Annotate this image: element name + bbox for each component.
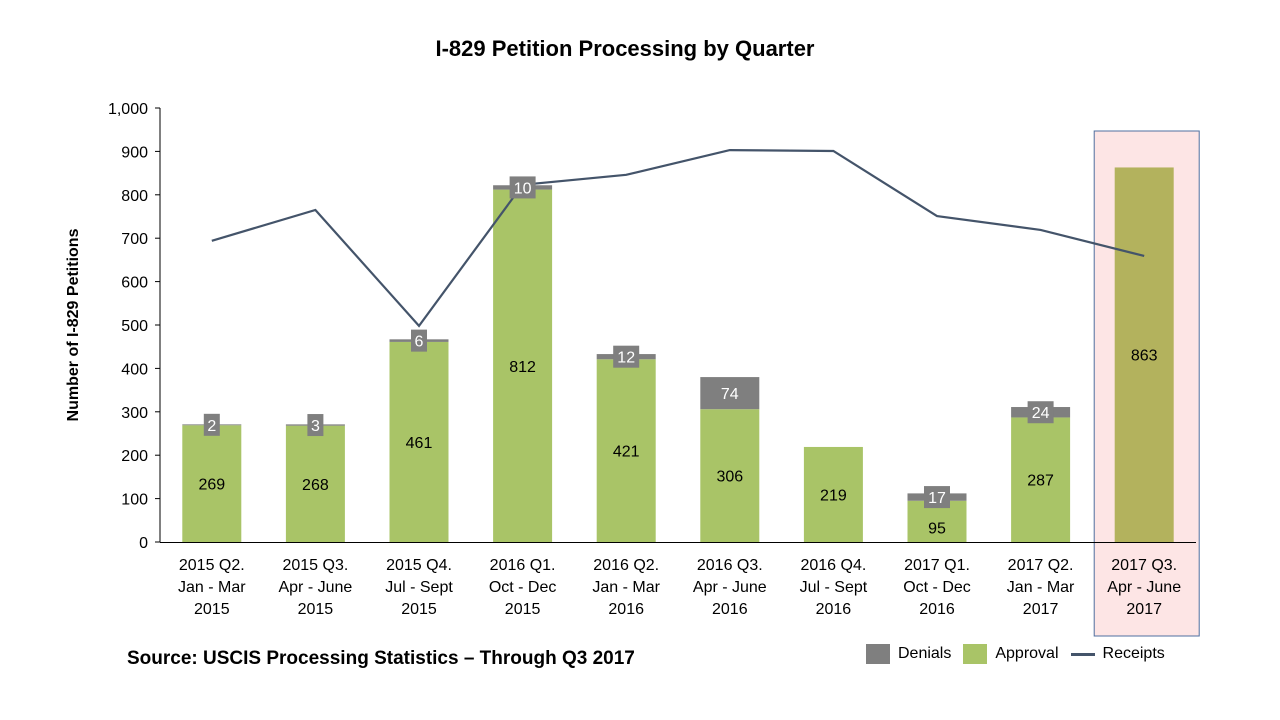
bar-denials: [700, 377, 760, 410]
y-tick-label: 300: [121, 405, 148, 422]
data-label-bg-denials: [411, 329, 427, 352]
x-tick-label: Jan - Mar: [592, 579, 660, 596]
data-label-approval: 269: [198, 477, 225, 494]
bar-approval: [803, 446, 863, 542]
y-tick-label: 200: [121, 448, 148, 465]
x-tick-label: 2017 Q3.: [1111, 557, 1177, 574]
data-label-bg-denials: [1027, 401, 1054, 424]
data-label-approval: 219: [820, 487, 847, 504]
data-label-bg-denials: [613, 345, 640, 368]
legend: Denials Approval Receipts: [866, 644, 1177, 664]
chart-title: I-829 Petition Processing by Quarter: [435, 36, 815, 61]
x-tick-label: Jan - Mar: [1007, 579, 1075, 596]
bar-approval: [700, 409, 760, 542]
data-label-approval: 863: [1131, 348, 1158, 365]
bar-approval: [1011, 417, 1071, 542]
x-tick-label: 2016: [816, 601, 852, 618]
x-tick-label: 2017 Q1.: [904, 557, 970, 574]
x-tick-label: 2015 Q3.: [282, 557, 348, 574]
data-label-denials: 74: [721, 386, 739, 403]
bar-approval: [285, 425, 345, 542]
bar-approval: [182, 425, 242, 542]
legend-line-receipts: [1070, 652, 1095, 656]
data-label-denials: 2: [207, 418, 216, 435]
x-tick-label: Apr - June: [278, 579, 352, 596]
data-label-approval: 306: [716, 469, 743, 486]
data-label-approval: 812: [509, 359, 536, 376]
y-tick-label: 600: [121, 275, 148, 292]
bar-approval: [1114, 167, 1174, 542]
data-label-approval: 268: [302, 477, 329, 494]
y-tick-label: 100: [121, 492, 148, 509]
legend-swatch-denials: [866, 644, 890, 664]
x-tick-label: Jul - Sept: [800, 579, 868, 596]
y-tick-label: 0: [139, 535, 148, 552]
y-tick-label: 900: [121, 144, 148, 161]
x-tick-label: 2015: [505, 601, 541, 618]
x-tick-label: Jul - Sept: [385, 579, 453, 596]
x-tick-label: Oct - Dec: [903, 579, 971, 596]
x-tick-label: 2015: [298, 601, 334, 618]
data-label-approval: 461: [406, 435, 433, 452]
x-tick-label: 2016: [608, 601, 644, 618]
data-label-denials: 10: [514, 180, 532, 197]
bar-approval: [493, 189, 553, 543]
x-tick-label: 2016 Q1.: [490, 557, 556, 574]
y-tick-label: 1,000: [108, 101, 148, 118]
bar-approval: [389, 341, 449, 542]
x-tick-label: 2016 Q3.: [697, 557, 763, 574]
x-tick-label: Oct - Dec: [489, 579, 557, 596]
x-tick-label: 2017: [1023, 601, 1059, 618]
x-tick-label: 2015 Q4.: [386, 557, 452, 574]
data-label-bg-denials: [509, 176, 536, 199]
x-tick-label: 2015 Q2.: [179, 557, 245, 574]
x-tick-label: 2016: [712, 601, 748, 618]
line-receipts: [211, 148, 1145, 328]
bar-approval: [596, 359, 656, 542]
data-label-denials: 6: [415, 334, 424, 351]
source-note: Source: USCIS Processing Statistics – Th…: [127, 648, 635, 669]
legend-item-denials: Denials: [866, 644, 951, 664]
data-label-denials: 12: [617, 350, 635, 367]
data-label-bg-denials: [307, 414, 324, 437]
x-tick-label: Apr - June: [693, 579, 767, 596]
legend-label-receipts: Receipts: [1102, 645, 1165, 662]
y-tick-label: 700: [121, 231, 148, 248]
data-label-denials: 17: [928, 490, 946, 507]
data-label-bg-denials: [203, 413, 220, 436]
data-label-approval: 95: [928, 520, 946, 537]
x-tick-label: 2017: [1126, 601, 1162, 618]
legend-label-approval: Approval: [995, 645, 1059, 662]
legend-label-denials: Denials: [898, 645, 952, 662]
y-axis-title: Number of I-829 Petitions: [65, 228, 82, 421]
legend-item-approval: Approval: [963, 644, 1059, 664]
data-label-denials: 24: [1032, 405, 1050, 422]
y-tick-label: 500: [121, 318, 148, 335]
legend-swatch-approval: [963, 644, 988, 664]
data-label-approval: 287: [1027, 473, 1054, 490]
data-label-approval: 421: [613, 444, 640, 461]
x-tick-label: 2015: [194, 601, 230, 618]
x-tick-label: 2015: [401, 601, 437, 618]
x-tick-label: 2016 Q2.: [593, 557, 659, 574]
data-label-denials: 3: [311, 418, 320, 435]
y-tick-label: 400: [121, 361, 148, 378]
x-tick-label: 2016: [919, 601, 955, 618]
legend-item-receipts: Receipts: [1070, 645, 1165, 663]
x-tick-label: 2016 Q4.: [800, 557, 866, 574]
y-tick-label: 800: [121, 188, 148, 205]
x-tick-label: 2017 Q2.: [1008, 557, 1074, 574]
x-tick-label: Apr - June: [1107, 579, 1181, 596]
data-label-bg-denials: [924, 486, 950, 509]
x-tick-label: Jan - Mar: [178, 579, 246, 596]
